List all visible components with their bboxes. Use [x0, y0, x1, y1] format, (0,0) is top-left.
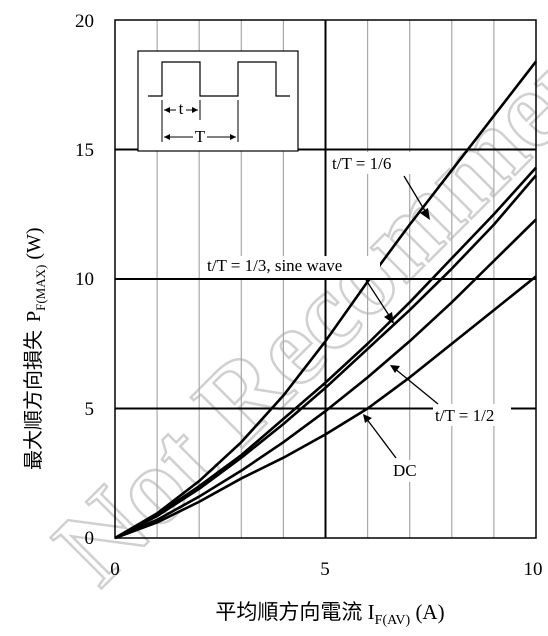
T-arrowhead-right — [230, 134, 236, 140]
inset-t-label: t — [179, 99, 184, 118]
annotation-1-6-arrowhead — [420, 208, 430, 220]
y-tick-label: 5 — [85, 399, 95, 420]
annotation-1-2: t/T = 1/2 — [435, 406, 494, 425]
waveform-inset: t T — [137, 50, 299, 152]
annotation-dc: DC — [393, 461, 417, 480]
inset-T-label: T — [195, 127, 206, 146]
x-tick-label: 0 — [110, 559, 120, 580]
y-tick-labels: 0 5 10 15 20 — [75, 11, 94, 549]
series-line-0 — [114, 275, 537, 540]
series-group — [114, 60, 538, 540]
y-tick-label: 15 — [75, 140, 94, 161]
t-arrowhead-left — [164, 107, 170, 113]
annotation-1-3-arrowhead — [384, 312, 394, 324]
annotation-1-2-arrowhead — [390, 365, 400, 373]
inset-box — [137, 50, 299, 152]
annotations: t/T = 1/6 t/T = 1/3, sine wave t/T = 1/2… — [204, 152, 511, 482]
x-axis-label: 平均順方向電流 IF(AV) (A) — [215, 600, 444, 628]
annotation-1-6: t/T = 1/6 — [332, 154, 391, 173]
series-line-1 — [114, 218, 537, 540]
annotation-1-2-arrow — [393, 367, 439, 405]
series-line-3 — [114, 166, 537, 540]
t-arrowhead-right — [192, 107, 198, 113]
series-line-2 — [114, 174, 537, 540]
T-arrowhead-left — [164, 134, 170, 140]
x-tick-label: 5 — [320, 559, 330, 580]
annotation-1-3-arrow — [365, 279, 393, 321]
y-tick-label: 20 — [75, 11, 94, 32]
y-axis-label: 最大順方向損失PF(MAX) (W) — [22, 227, 48, 470]
annotation-1-3: t/T = 1/3, sine wave — [207, 256, 342, 275]
y-tick-label: 10 — [75, 269, 94, 290]
x-tick-label: 10 — [524, 559, 543, 580]
annotation-1-6-arrow — [403, 175, 429, 217]
pulse-waveform — [148, 61, 290, 97]
plot-frame — [114, 19, 537, 539]
y-tick-label: 0 — [85, 528, 95, 549]
annotation-dc-arrow — [365, 417, 397, 459]
annotation-dc-arrowhead — [363, 414, 372, 423]
x-tick-labels: 0 5 10 — [110, 559, 542, 580]
series-line-4 — [114, 60, 538, 540]
